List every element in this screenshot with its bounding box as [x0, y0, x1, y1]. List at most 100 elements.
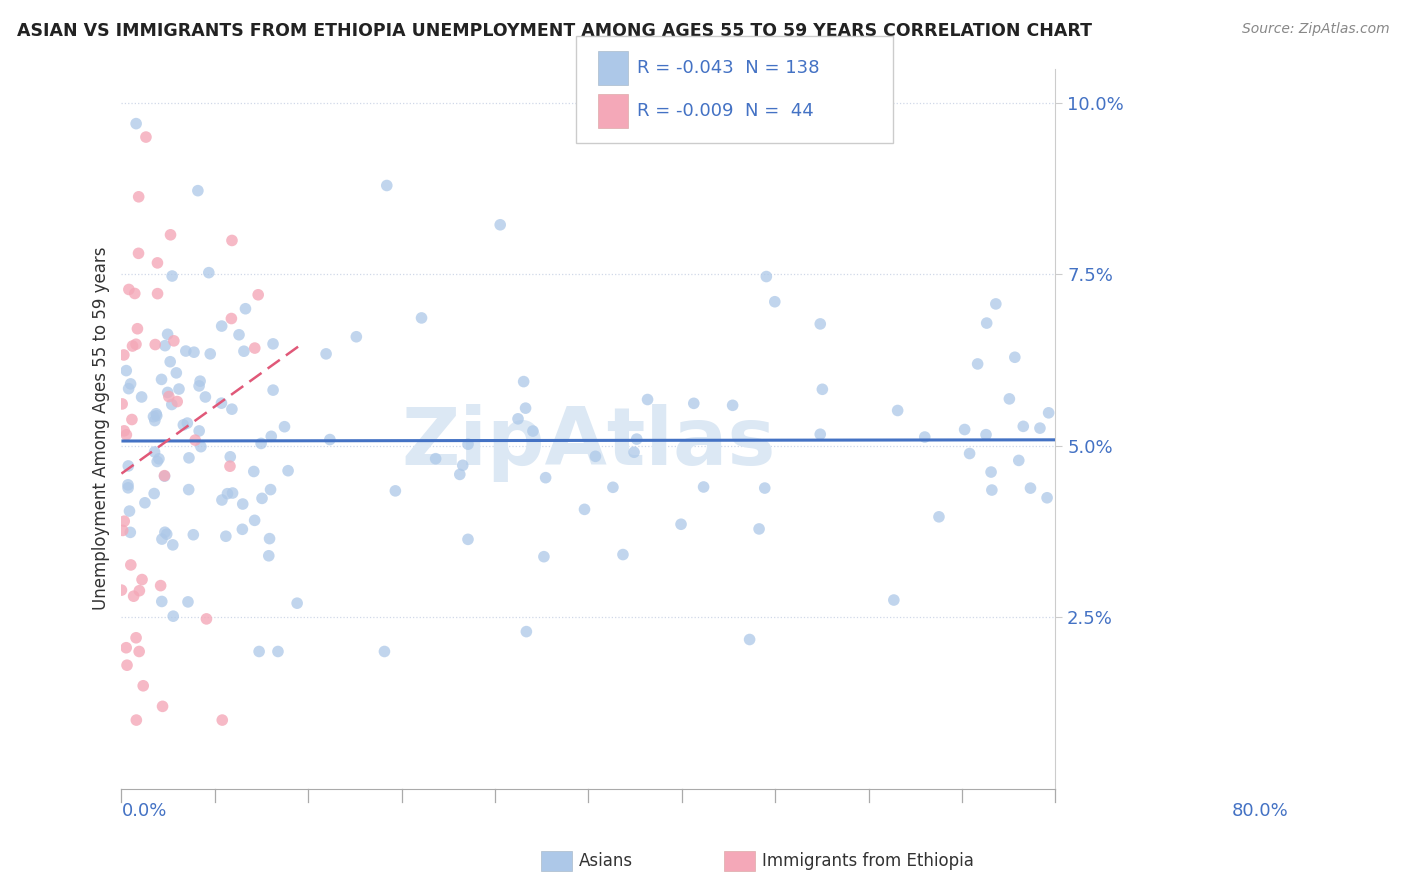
Point	[117, 458, 139, 473]
Point	[273, 419, 295, 434]
Point	[344, 330, 367, 344]
Point	[808, 427, 831, 442]
Point	[125, 337, 148, 351]
Point	[626, 432, 648, 446]
Point	[120, 525, 142, 540]
Point	[132, 679, 155, 693]
Point	[120, 558, 142, 572]
Point	[384, 483, 406, 498]
Point	[188, 424, 211, 438]
Point	[156, 385, 179, 400]
Point	[194, 390, 217, 404]
Point	[121, 412, 143, 426]
Point	[111, 524, 134, 538]
Point	[425, 451, 447, 466]
Point	[219, 450, 242, 464]
Point	[162, 538, 184, 552]
Point	[1036, 491, 1059, 505]
Point	[1019, 481, 1042, 495]
Point	[128, 583, 150, 598]
Text: R = -0.009  N =  44: R = -0.009 N = 44	[637, 102, 814, 120]
Point	[146, 286, 169, 301]
Point	[262, 337, 284, 351]
Point	[235, 301, 257, 316]
Point	[980, 465, 1002, 479]
Point	[980, 483, 1002, 497]
Point	[976, 316, 998, 330]
Point	[721, 398, 744, 412]
Point	[1029, 421, 1052, 435]
Point	[187, 184, 209, 198]
Point	[148, 451, 170, 466]
Point	[211, 493, 233, 508]
Point	[125, 713, 148, 727]
Point	[221, 234, 243, 248]
Point	[215, 529, 238, 543]
Point	[451, 458, 474, 473]
Text: R = -0.043  N = 138: R = -0.043 N = 138	[637, 59, 820, 77]
Point	[221, 311, 243, 326]
Point	[974, 427, 997, 442]
Point	[149, 579, 172, 593]
Point	[692, 480, 714, 494]
Point	[115, 427, 138, 442]
Point	[150, 532, 173, 546]
Point	[152, 699, 174, 714]
Point	[755, 269, 778, 284]
Point	[669, 517, 692, 532]
Point	[163, 334, 186, 348]
Point	[966, 357, 988, 371]
Point	[198, 266, 221, 280]
Point	[623, 445, 645, 459]
Point	[315, 347, 337, 361]
Point	[159, 227, 181, 242]
Point	[574, 502, 596, 516]
Point	[998, 392, 1021, 406]
Point	[181, 527, 204, 541]
Point	[612, 548, 634, 562]
Point	[159, 355, 181, 369]
Point	[121, 339, 143, 353]
Point	[373, 644, 395, 658]
Point	[583, 450, 606, 464]
Point	[150, 372, 173, 386]
Point	[166, 394, 188, 409]
Point	[176, 416, 198, 430]
Text: ZipAtlas: ZipAtlas	[401, 404, 776, 482]
Point	[211, 396, 233, 410]
Point	[156, 527, 179, 541]
Point	[110, 583, 132, 598]
Point	[211, 319, 233, 334]
Point	[515, 624, 537, 639]
Point	[506, 412, 529, 426]
Point	[188, 374, 211, 388]
Point	[886, 403, 908, 417]
Point	[134, 496, 156, 510]
Point	[156, 327, 179, 342]
Point	[184, 433, 207, 447]
Point	[172, 417, 194, 432]
Point	[928, 509, 950, 524]
Point	[522, 424, 544, 438]
Point	[259, 483, 281, 497]
Point	[117, 481, 139, 495]
Point	[135, 130, 157, 145]
Point	[177, 595, 200, 609]
Point	[682, 396, 704, 410]
Point	[221, 402, 243, 417]
Point	[411, 310, 433, 325]
Point	[217, 486, 239, 500]
Point	[953, 423, 976, 437]
Point	[259, 532, 281, 546]
Point	[515, 401, 537, 416]
Text: 0.0%: 0.0%	[121, 802, 167, 820]
Y-axis label: Unemployment Among Ages 55 to 59 years: Unemployment Among Ages 55 to 59 years	[93, 247, 110, 610]
Point	[115, 363, 138, 377]
Point	[959, 446, 981, 460]
Point	[748, 522, 770, 536]
Point	[190, 440, 212, 454]
Point	[143, 337, 166, 351]
Point	[112, 424, 135, 438]
Point	[243, 513, 266, 527]
Point	[183, 345, 205, 359]
